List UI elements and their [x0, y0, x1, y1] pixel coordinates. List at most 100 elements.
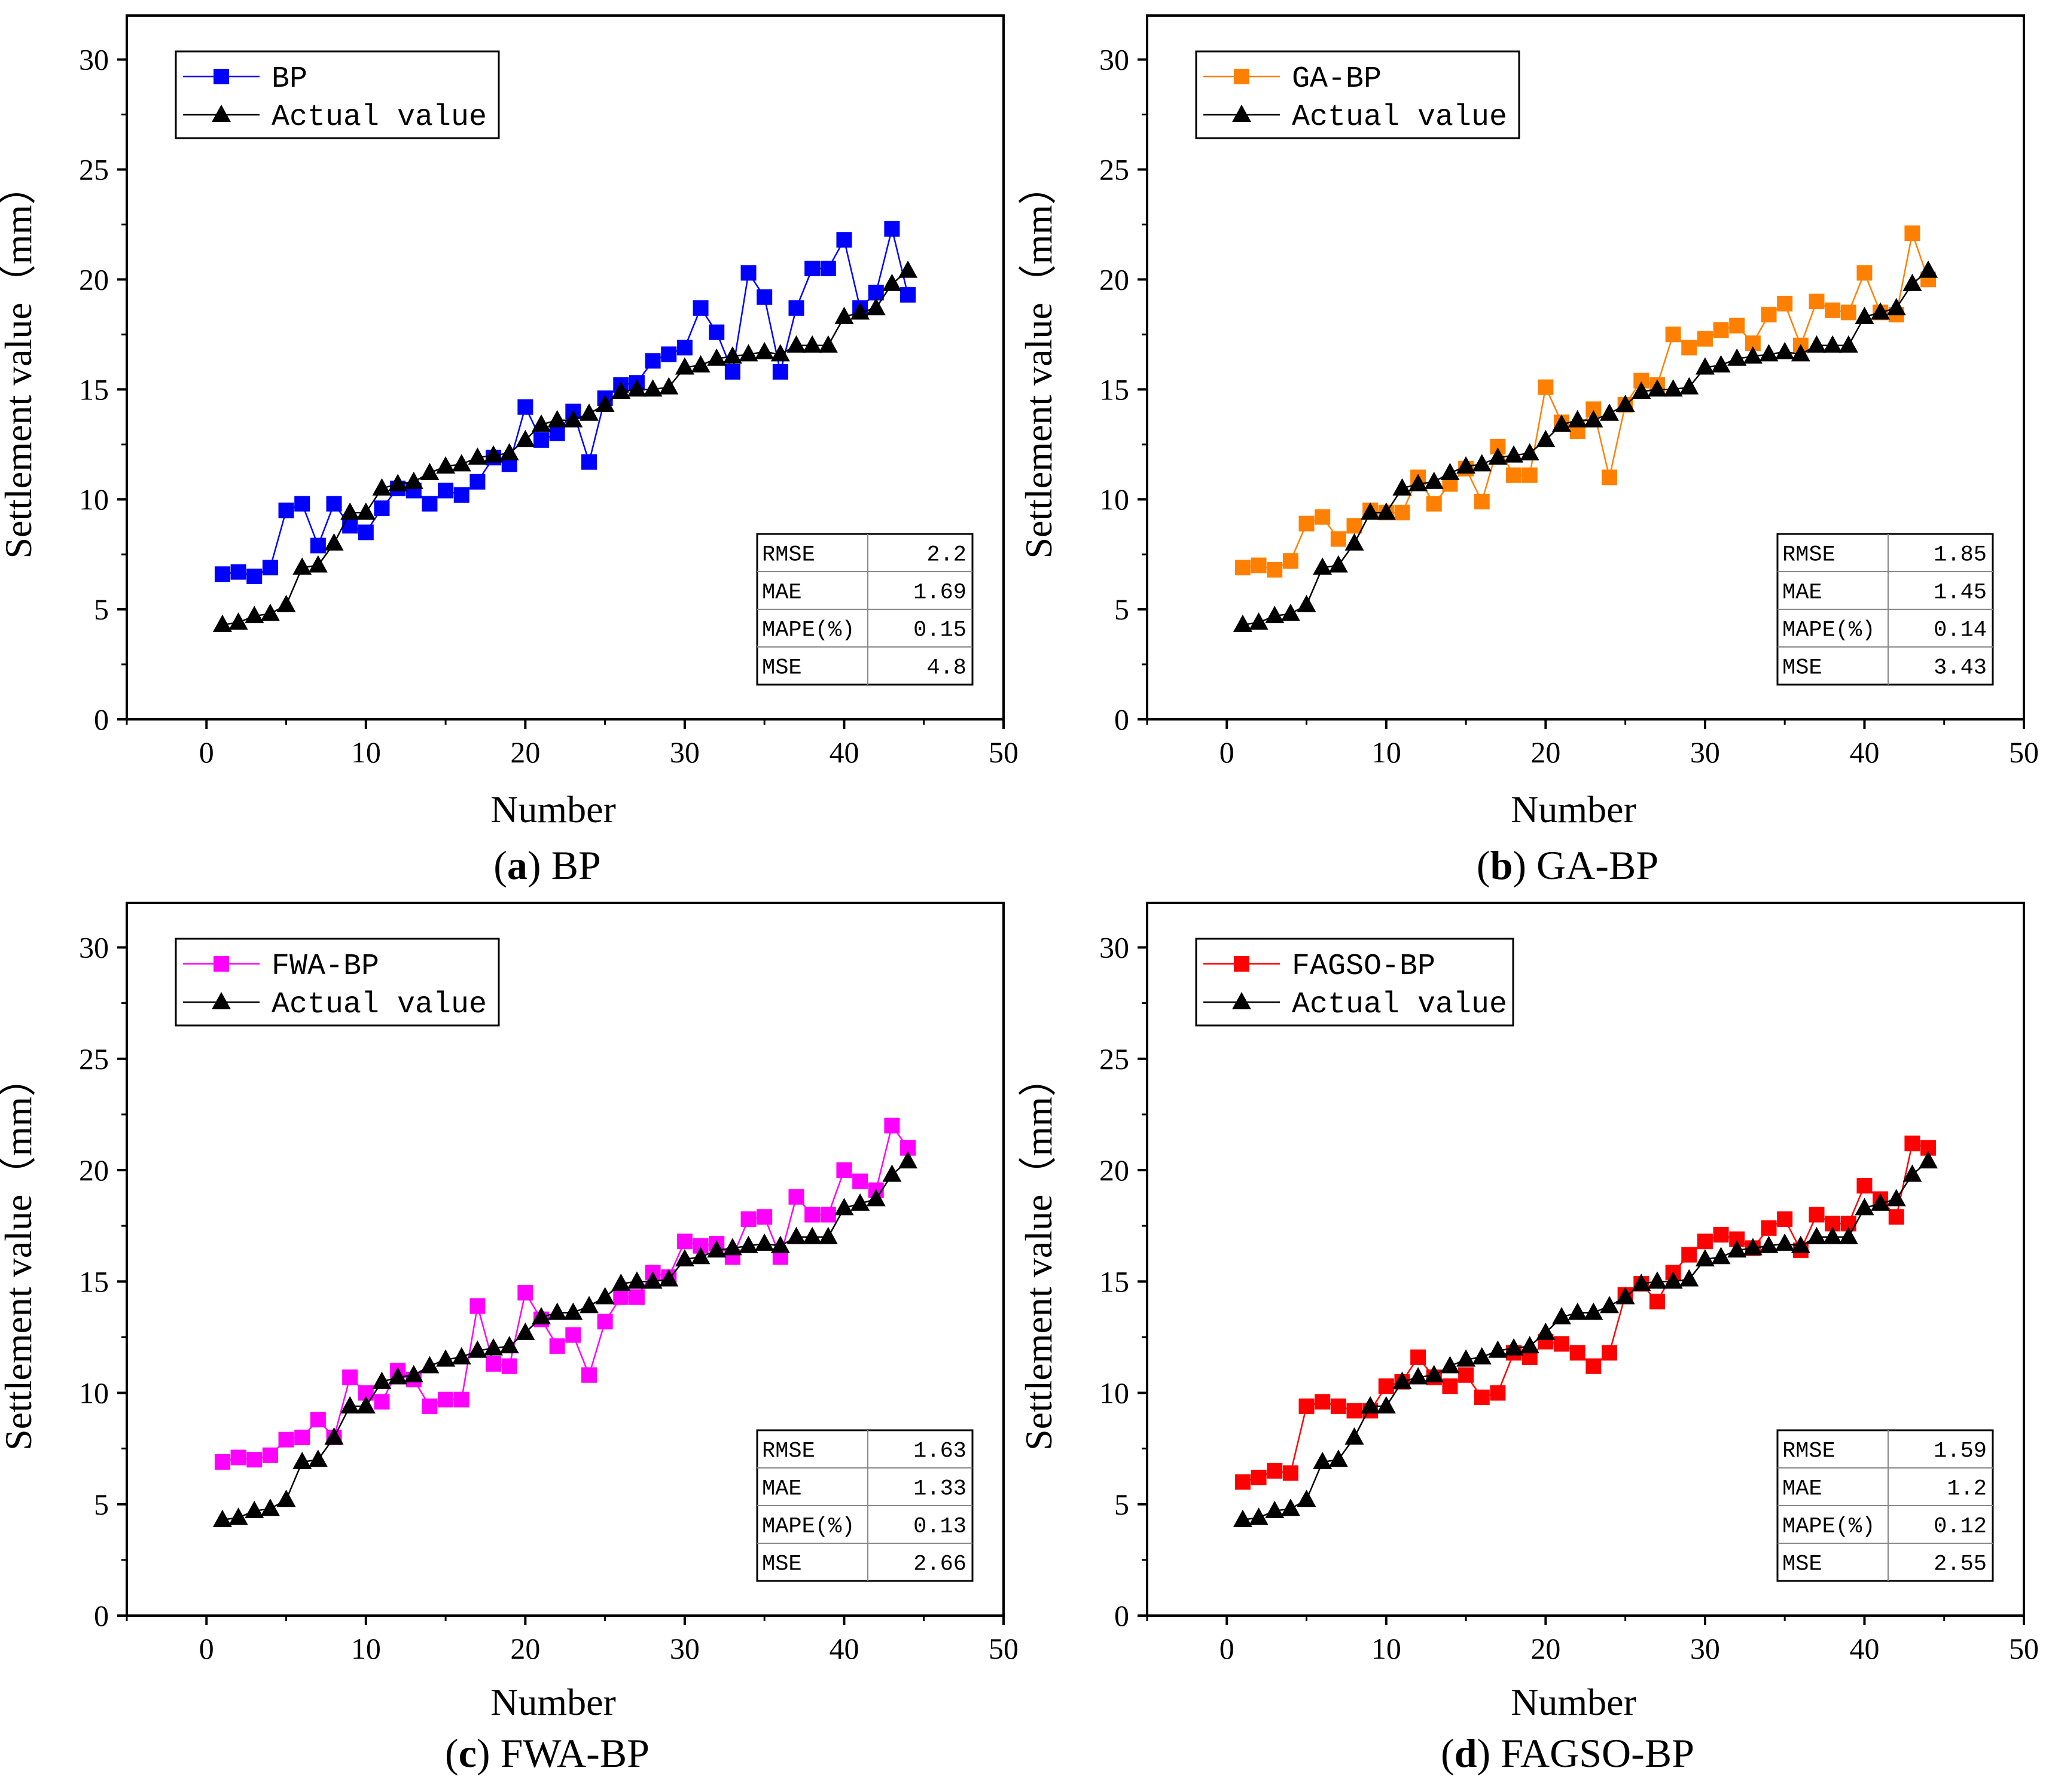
x-tick-label: 20: [1530, 1632, 1560, 1665]
data-point: [739, 1235, 758, 1253]
data-point: [310, 538, 326, 554]
data-point: [468, 1340, 487, 1358]
y-tick-label: 20: [1099, 1153, 1129, 1187]
data-point: [517, 1284, 533, 1301]
panel-caption: (d) FAGSO-BP: [1441, 1730, 1694, 1776]
data-point: [755, 1233, 775, 1251]
data-point: [1569, 1345, 1585, 1361]
data-point: [1632, 1273, 1651, 1291]
data-point: [358, 524, 374, 541]
chart-panel-1: 0 10 20 30 40 50 0 5 10 15 20 25 30 Number Settlement …: [1017, 14, 2039, 888]
data-point: [1424, 1364, 1444, 1382]
data-point: [340, 1396, 360, 1414]
data-point: [436, 456, 456, 474]
data-point: [1823, 335, 1843, 353]
data-point: [422, 1398, 438, 1414]
data-point: [517, 399, 533, 415]
chart-panel-0: 0 10 20 30 40 50 0 5 10 15 20 25 30 Number Settlement …: [0, 14, 1019, 888]
data-point: [420, 1356, 440, 1373]
data-point: [1233, 1509, 1252, 1527]
data-point: [563, 1302, 583, 1320]
x-tick-label: 10: [351, 1632, 381, 1665]
data-point: [1265, 1500, 1285, 1518]
data-point: [866, 1189, 886, 1207]
x-axis-title: Number: [1511, 788, 1636, 831]
series-line: [222, 228, 909, 578]
legend-marker: [214, 956, 229, 972]
x-tick-label: 0: [199, 1632, 214, 1665]
metrics-table: RMSE 1.63 MAE 1.33 MAPE(%) 0.13 MSE 2.66: [756, 1429, 974, 1582]
data-point: [308, 555, 328, 573]
data-point: [757, 1209, 773, 1225]
data-point: [1521, 467, 1538, 483]
data-point: [691, 355, 711, 373]
data-point: [1426, 496, 1442, 512]
data-point: [786, 335, 806, 353]
data-point: [884, 221, 900, 237]
y-tick-label: 10: [79, 483, 109, 516]
legend-box: [175, 938, 500, 1027]
data-point: [212, 614, 232, 632]
data-point: [260, 603, 280, 621]
data-point: [563, 410, 583, 428]
data-point: [1809, 294, 1825, 310]
data-point: [1743, 346, 1763, 364]
x-tick-label: 30: [670, 735, 700, 769]
data-point: [1490, 1385, 1506, 1401]
data-point: [788, 300, 804, 316]
data-point: [404, 1364, 423, 1382]
x-tick-label: 40: [1849, 1632, 1879, 1665]
data-point: [850, 1193, 870, 1211]
x-tick-label: 30: [1690, 735, 1720, 769]
data-point: [388, 1367, 408, 1385]
data-point: [453, 1391, 469, 1408]
data-point: [1315, 1394, 1331, 1410]
data-point: [629, 1289, 645, 1305]
data-point: [1695, 1249, 1715, 1266]
data-point: [595, 395, 615, 413]
series-0: [1234, 225, 1937, 578]
data-point: [1506, 467, 1522, 483]
data-point: [898, 260, 918, 278]
data-point: [342, 518, 358, 534]
data-point: [595, 1287, 615, 1305]
metric-label: MAPE(%): [1782, 1515, 1875, 1540]
data-point: [1871, 1193, 1891, 1211]
data-point: [1902, 273, 1922, 291]
data-point: [1267, 1463, 1283, 1479]
metric-label: RMSE: [762, 1439, 815, 1464]
metric-label: MSE: [762, 656, 802, 681]
legend: FAGSO-BP Actual value: [1195, 938, 1514, 1027]
data-point: [1679, 377, 1699, 395]
metric-value: 3.43: [1934, 656, 1987, 681]
data-point: [643, 1271, 663, 1289]
data-point: [627, 1271, 647, 1289]
data-point: [1647, 1271, 1667, 1289]
data-point: [1729, 318, 1745, 334]
metrics-table: RMSE 1.59 MAE 1.2 MAPE(%) 0.12 MSE 2.55: [1776, 1429, 1994, 1582]
data-point: [1585, 1358, 1602, 1374]
data-point: [1344, 1427, 1364, 1445]
data-point: [404, 471, 423, 489]
data-point: [1251, 1470, 1267, 1486]
data-point: [547, 410, 567, 428]
data-point: [486, 1356, 502, 1372]
data-point: [468, 447, 487, 465]
data-point: [1759, 1235, 1779, 1253]
data-point: [1809, 1207, 1825, 1223]
data-point: [1488, 1340, 1508, 1358]
data-point: [374, 1394, 390, 1410]
legend: FWA-BP Actual value: [175, 938, 500, 1027]
data-point: [374, 500, 390, 516]
data-point: [533, 432, 550, 448]
data-point: [1825, 302, 1841, 318]
data-point: [532, 1306, 551, 1324]
x-axis-title: Number: [490, 1681, 616, 1723]
data-point: [1249, 612, 1269, 630]
y-tick-label: 15: [1099, 1265, 1129, 1298]
data-point: [1838, 1226, 1858, 1244]
data-point: [1777, 295, 1793, 312]
data-point: [532, 414, 551, 432]
data-point: [228, 612, 248, 630]
